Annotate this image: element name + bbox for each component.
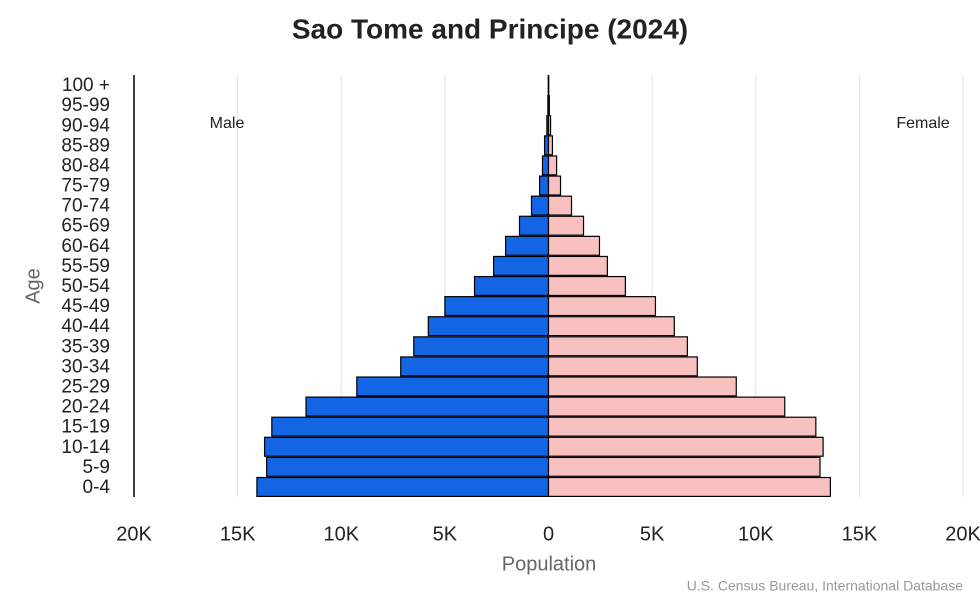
bar: [492, 255, 550, 276]
bar: [263, 436, 550, 457]
bar: [547, 456, 821, 477]
bar: [256, 476, 550, 497]
bar: [547, 476, 831, 497]
legend-label: Male: [210, 115, 245, 132]
y-tick-label: 50-54: [61, 276, 110, 297]
y-tick-label: 85-89: [61, 135, 110, 156]
y-tick-label: 35-39: [61, 336, 110, 357]
y-tick-label: 75-79: [61, 176, 110, 197]
x-axis-label: Population: [502, 553, 597, 575]
bar: [547, 436, 824, 457]
y-tick-label: 0-4: [83, 477, 111, 498]
y-tick-label: 70-74: [61, 196, 110, 217]
y-tick-label: 15-19: [61, 417, 110, 438]
y-tick-label: 10-14: [61, 437, 110, 458]
x-tick-label: 15K: [842, 523, 878, 545]
y-tick-label: 65-69: [61, 216, 110, 237]
bar: [547, 95, 550, 116]
bar: [547, 275, 626, 297]
bar: [547, 255, 608, 276]
bar: [444, 296, 550, 317]
bar: [413, 336, 550, 357]
x-tick-label: 5K: [433, 523, 458, 545]
chart-title: Sao Tome and Principe (2024): [292, 13, 688, 44]
y-tick-label: 95-99: [61, 95, 110, 116]
x-tick-label: 20K: [116, 523, 152, 545]
bar: [541, 155, 550, 176]
bar: [547, 336, 688, 357]
y-tick-label: 20-24: [61, 397, 110, 418]
x-tick-label: 5K: [640, 523, 665, 545]
bar: [271, 416, 550, 437]
x-tick-label: 10K: [323, 523, 359, 545]
source-note: U.S. Census Bureau, International Databa…: [687, 578, 963, 594]
bar: [547, 155, 558, 176]
bar: [547, 416, 817, 437]
y-tick-label: 30-34: [61, 356, 110, 377]
x-tick-label: 20K: [945, 523, 980, 545]
bar: [547, 356, 698, 377]
bar: [504, 235, 550, 256]
y-axis-label: Age: [22, 268, 44, 304]
bar: [547, 195, 573, 216]
y-tick-label: 5-9: [83, 457, 110, 478]
bar: [427, 316, 550, 337]
x-tick-label: 10K: [738, 523, 774, 545]
y-tick-label: 100 +: [62, 75, 110, 96]
bar: [473, 275, 550, 297]
bar: [547, 376, 737, 397]
y-tick-label: 40-44: [61, 316, 110, 337]
bar: [400, 356, 550, 377]
bar: [547, 296, 657, 317]
bar: [547, 396, 786, 417]
bar: [305, 396, 550, 417]
y-tick-label: 55-59: [61, 256, 110, 277]
x-tick-label: 15K: [220, 523, 256, 545]
y-tick-label: 90-94: [61, 115, 110, 136]
bar: [538, 175, 550, 196]
bar: [530, 195, 550, 216]
bar: [547, 115, 552, 136]
bar: [547, 235, 601, 256]
bar: [356, 376, 550, 397]
legend-label: Female: [896, 115, 949, 132]
bar: [547, 175, 562, 196]
bar: [547, 215, 585, 236]
x-tick-label: 0: [543, 523, 554, 545]
y-tick-label: 80-84: [61, 155, 110, 176]
y-tick-label: 25-29: [61, 376, 110, 397]
bar: [266, 456, 550, 477]
y-tick-label: 60-64: [61, 236, 110, 257]
y-tick-label: 45-49: [61, 296, 110, 317]
bar: [547, 135, 554, 156]
bar: [518, 215, 550, 236]
bar: [547, 316, 675, 337]
